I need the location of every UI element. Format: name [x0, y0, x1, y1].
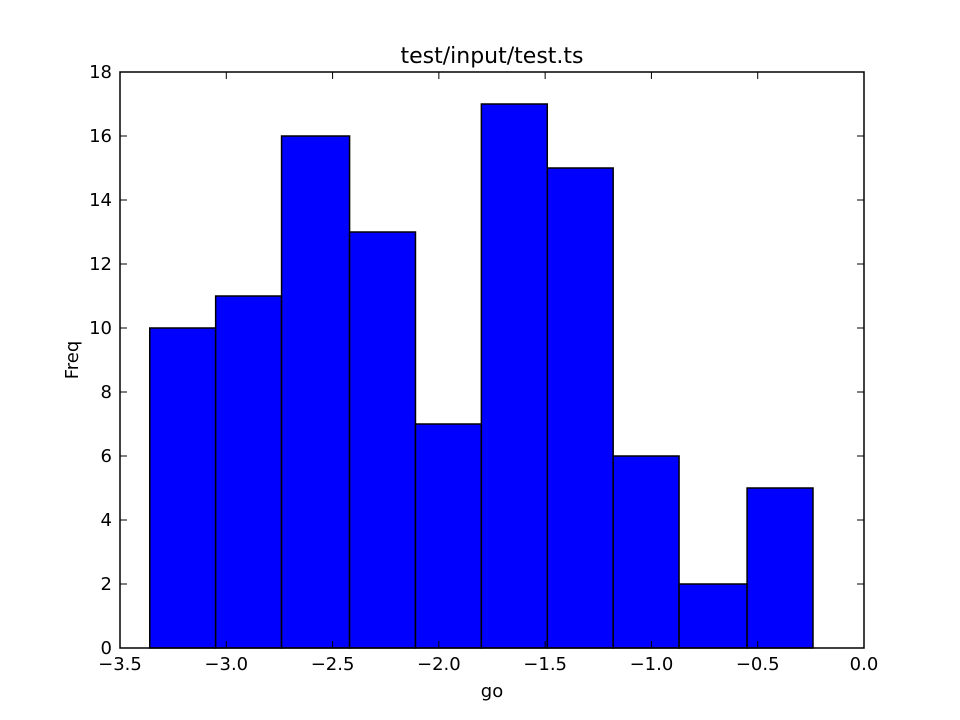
bars-group [149, 103, 814, 649]
x-tick-label: −1.0 [630, 654, 674, 675]
y-tick-label: 6 [101, 446, 112, 467]
y-tick-label: 16 [89, 126, 112, 147]
x-axis-label: go [481, 681, 503, 702]
x-tick-label: −2.0 [417, 654, 461, 675]
histogram-bar [214, 295, 283, 649]
x-tick-label: −0.5 [736, 654, 780, 675]
y-tick-label: 0 [101, 638, 112, 659]
histogram-bar [746, 487, 814, 649]
y-tick-label: 4 [101, 510, 112, 531]
y-tick-label: 14 [89, 190, 112, 211]
histogram-bar [480, 103, 549, 649]
histogram-bar [546, 167, 614, 649]
x-tick-label: −3.5 [98, 654, 142, 675]
y-tick-label: 10 [89, 318, 112, 339]
histogram-bar [678, 583, 748, 649]
x-tick-label: −1.5 [523, 654, 567, 675]
x-tick-label: −3.0 [204, 654, 248, 675]
histogram-bar [612, 455, 680, 649]
histogram-bar [280, 135, 351, 649]
chart-title: test/input/test.ts [401, 44, 584, 69]
y-tick-label: 18 [89, 62, 112, 83]
y-tick-label: 8 [101, 382, 112, 403]
y-tick-label: 2 [101, 574, 112, 595]
x-tick-label: 0.0 [850, 654, 879, 675]
histogram-bar [348, 231, 417, 649]
tick-labels-group: −3.5 −3.0 −2.5 −2.0 −1.5 −1.0 −0.5 0.0 0 2 4 6 8 10 12… [89, 62, 878, 675]
x-tick-label: −2.5 [311, 654, 355, 675]
y-tick-label: 12 [89, 254, 112, 275]
plot-frame [119, 71, 865, 649]
histogram-bar [149, 327, 217, 649]
ticks-group [119, 71, 865, 649]
histogram-bar [414, 423, 483, 649]
y-axis-label: Freq [62, 341, 83, 380]
